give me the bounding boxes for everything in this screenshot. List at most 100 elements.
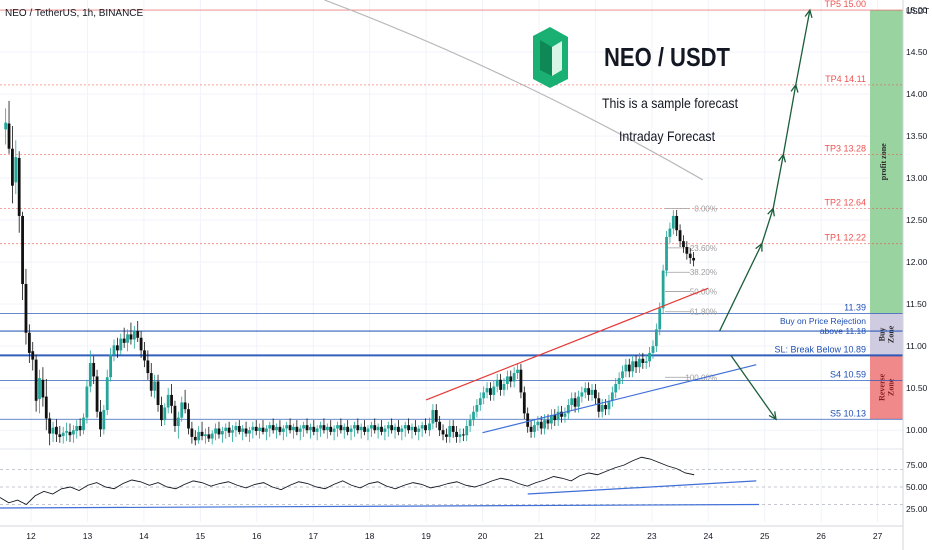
level-label: TP1 12.22: [824, 233, 866, 243]
candle-body: [55, 426, 58, 435]
candle-body: [44, 396, 48, 419]
candle-body: [482, 392, 486, 399]
candle-body: [604, 404, 607, 410]
candle-body: [438, 421, 442, 431]
price-tick-label: 10.50: [906, 383, 928, 393]
brand-subtitle: This is a sample forecast: [602, 95, 738, 111]
candle-body: [380, 426, 383, 432]
candle-body: [410, 426, 414, 431]
candle-body: [244, 428, 248, 434]
candle-body: [468, 420, 472, 426]
candle-body: [309, 426, 312, 431]
price-tick-label: 13.50: [906, 131, 928, 141]
zone-reverse: [870, 355, 903, 420]
candle-body: [390, 425, 394, 431]
candle-body: [48, 418, 52, 434]
candle-body: [692, 257, 696, 261]
candle-body: [109, 354, 113, 378]
zone-label-profit: profit zone: [879, 143, 888, 180]
candle-body: [492, 386, 496, 395]
price-tick-label: 10.00: [906, 425, 928, 435]
price-tick-label: 11.50: [906, 299, 927, 309]
candle-body: [641, 358, 645, 363]
candle-body: [675, 215, 679, 231]
candle-body: [285, 425, 289, 429]
candle-body: [638, 358, 641, 368]
brand-subtitle2: Intraday Forecast: [619, 128, 715, 144]
candle-body: [339, 425, 343, 431]
candle-body: [102, 410, 106, 430]
candle-body: [92, 362, 96, 377]
fib-label: 38.20%: [690, 268, 717, 277]
time-tick-label: 24: [704, 531, 714, 541]
candle-body: [383, 428, 387, 432]
trendlines: [425, 287, 757, 434]
candle-body: [258, 427, 262, 432]
candle-body: [126, 334, 129, 343]
candle-body: [173, 405, 177, 426]
time-tick-label: 23: [647, 531, 657, 541]
time-tick-label: 13: [83, 531, 93, 541]
level-label-2: above 11.18: [820, 326, 866, 336]
candle-body: [346, 426, 350, 432]
time-tick-label: 12: [26, 531, 36, 541]
candle-body: [600, 404, 604, 412]
candle-body: [183, 402, 187, 410]
candle-body: [193, 436, 197, 441]
level-label: S5 10.13: [830, 408, 866, 418]
candle-body: [478, 398, 482, 405]
candle-body: [14, 157, 18, 183]
candle-body: [546, 420, 550, 424]
candle-body: [176, 417, 180, 426]
candle-body: [631, 361, 635, 372]
forecast-arrows: [718, 8, 813, 421]
candle-body: [634, 361, 638, 368]
candle-body: [312, 426, 316, 432]
price-tick-label: 12.50: [906, 215, 928, 225]
candle-body: [519, 369, 523, 393]
candle-body: [661, 270, 665, 309]
candle-body: [288, 425, 292, 431]
candle-body: [445, 434, 448, 437]
osc-trendline-2: [0, 503, 760, 509]
candle-body: [499, 379, 503, 390]
candle-body: [34, 359, 38, 401]
candle-body: [455, 431, 458, 437]
candle-body: [27, 332, 31, 353]
forecast-arrow-line: [782, 84, 797, 155]
moving-average-line: [324, 0, 703, 181]
candle-body: [651, 346, 655, 353]
candle-body: [397, 426, 400, 432]
candle-body: [543, 420, 547, 429]
candle-body: [359, 426, 363, 431]
candle-body: [268, 425, 272, 429]
grid: [0, 0, 903, 522]
level-label: Buy on Price Rejection: [780, 316, 866, 326]
candle-body: [315, 428, 319, 432]
candle-body: [295, 426, 299, 432]
candle-body: [475, 404, 479, 412]
candle-body: [509, 376, 513, 382]
candle-body: [403, 425, 407, 429]
candle-body: [617, 378, 621, 384]
oscillator-pane: [0, 448, 903, 509]
candle-body: [624, 364, 628, 372]
candle-body: [292, 426, 295, 431]
forecast-arrow-head: [804, 8, 813, 18]
candle-body: [322, 425, 326, 431]
candle-body: [251, 426, 255, 431]
candle-body: [82, 417, 85, 431]
candle-body: [644, 361, 648, 363]
candle-body: [533, 425, 536, 432]
candle-body: [472, 411, 475, 421]
candle-body: [132, 331, 136, 340]
candle-body: [373, 425, 377, 431]
candle-body: [424, 425, 427, 431]
candle-body: [112, 345, 116, 355]
forecast-arrow-line: [730, 355, 777, 420]
candle-body: [685, 247, 689, 254]
candle-body: [502, 383, 506, 390]
candle-body: [7, 123, 11, 149]
